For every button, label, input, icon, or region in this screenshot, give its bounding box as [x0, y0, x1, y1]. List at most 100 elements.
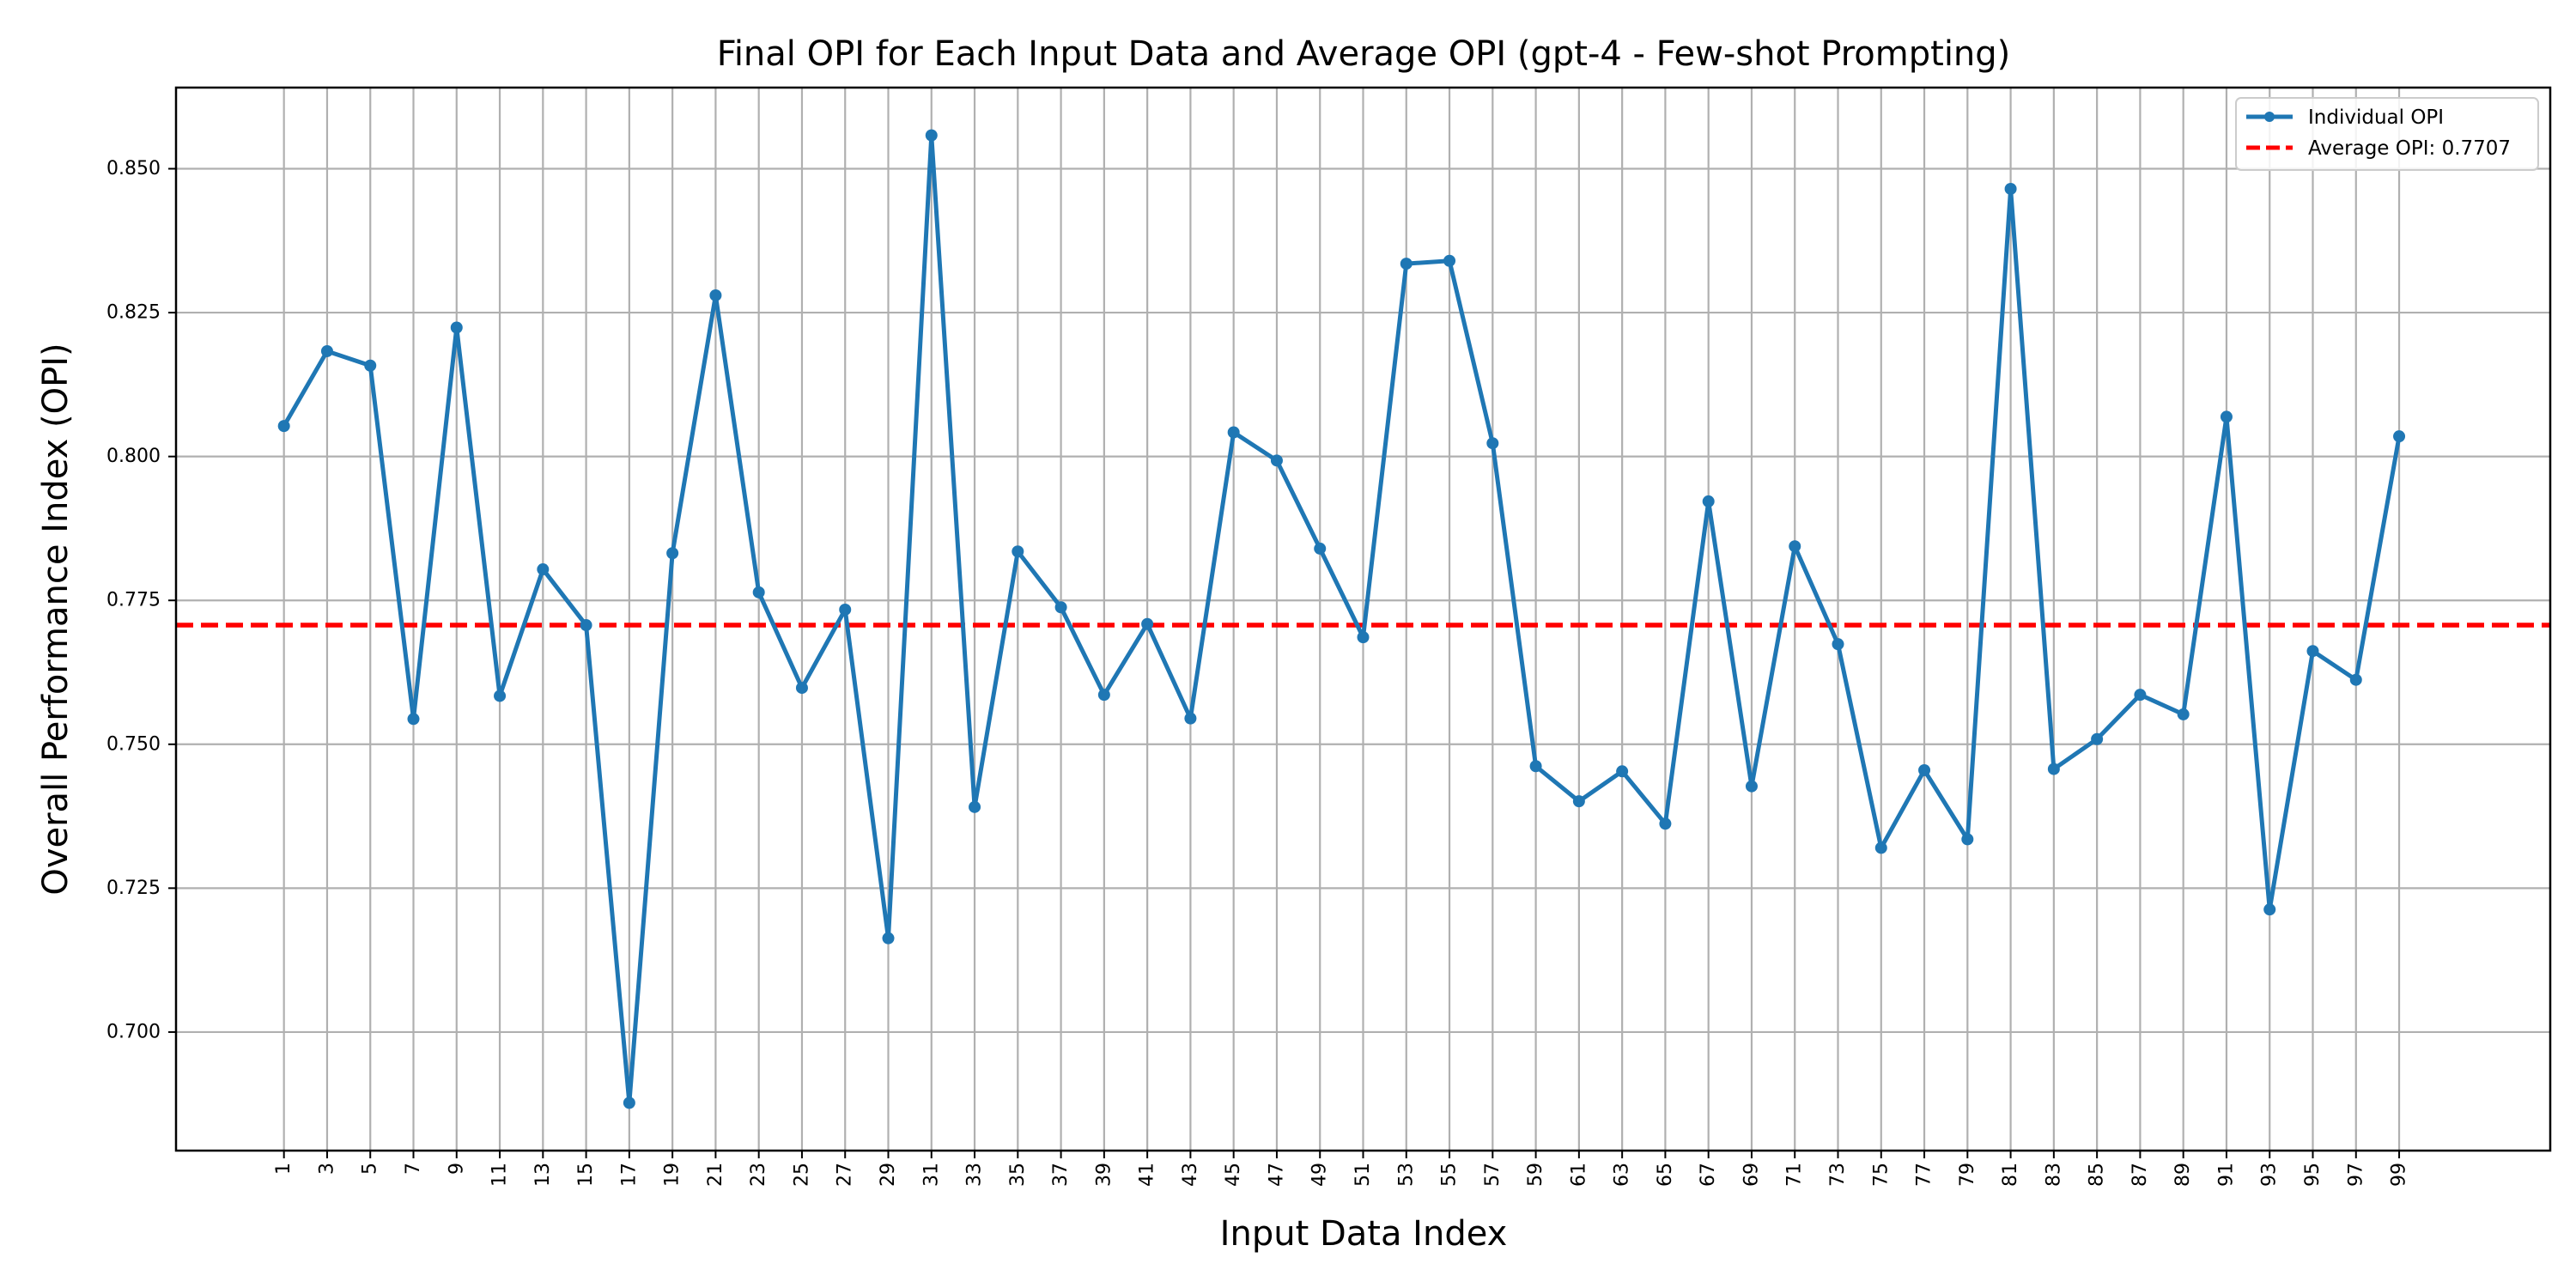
x-tick-label: 69: [1741, 1163, 1762, 1187]
data-point: [1357, 631, 1370, 644]
x-tick-label: 75: [1870, 1163, 1892, 1187]
data-point: [1227, 426, 1240, 439]
series-individual-opi: [277, 129, 2406, 1109]
x-tick-label: 61: [1568, 1163, 1589, 1187]
legend-label-individual-opi: Individual OPI: [2308, 106, 2444, 129]
y-tick-label: 0.775: [106, 590, 161, 611]
x-tick-label: 11: [489, 1163, 511, 1187]
data-point: [1745, 780, 1758, 793]
x-tick-label: 57: [1482, 1163, 1504, 1187]
series-line-individual-opi: [282, 133, 2402, 1105]
y-tick-label: 0.700: [106, 1021, 161, 1042]
data-point: [2220, 410, 2233, 423]
y-tick-label: 0.725: [106, 878, 161, 899]
data-point: [580, 619, 592, 632]
data-point: [320, 344, 333, 357]
x-tick-label: 59: [1525, 1163, 1546, 1187]
x-tick-label: 43: [1180, 1163, 1201, 1187]
x-tick-label: 47: [1266, 1163, 1287, 1187]
x-tick-label: 85: [2087, 1163, 2108, 1187]
y-tick-label: 0.825: [106, 302, 161, 324]
data-point: [2306, 645, 2319, 658]
x-tick-label: 79: [1957, 1163, 1978, 1187]
x-tick-label: 13: [532, 1163, 554, 1187]
data-point: [709, 289, 722, 301]
data-point: [1789, 540, 1801, 553]
x-tick-label: 5: [360, 1163, 381, 1175]
x-tick-label: 25: [791, 1163, 812, 1187]
x-tick-label: 63: [1612, 1163, 1633, 1187]
data-point: [1270, 454, 1283, 467]
data-point: [1961, 833, 1974, 846]
data-point: [1918, 763, 1931, 776]
y-axis-ticks: 0.700 0.725 0.750 0.775 0.800 0.825 0.850: [106, 158, 176, 1042]
data-point: [1400, 258, 1413, 270]
data-point: [1054, 601, 1067, 614]
y-tick-label: 0.850: [106, 158, 161, 179]
data-point: [1443, 254, 1456, 267]
data-point: [2349, 673, 2362, 686]
x-axis-label: Input Data Index: [1220, 1214, 1508, 1254]
data-point: [1314, 542, 1327, 555]
data-point: [795, 682, 808, 695]
data-point: [2134, 689, 2147, 702]
data-point: [2177, 708, 2190, 720]
x-tick-label: 41: [1137, 1163, 1158, 1187]
x-tick-label: 77: [1914, 1163, 1935, 1187]
data-point: [494, 690, 507, 702]
x-tick-label: 9: [446, 1163, 467, 1175]
x-tick-label: 95: [2302, 1163, 2324, 1187]
grid-lines: [176, 88, 2550, 1151]
data-point: [1616, 765, 1629, 778]
y-tick-label: 0.800: [106, 446, 161, 467]
x-tick-label: 17: [618, 1163, 640, 1187]
x-tick-label: 27: [835, 1163, 856, 1187]
data-point: [1097, 689, 1110, 702]
x-tick-label: 51: [1352, 1163, 1374, 1187]
legend: Individual OPI Average OPI: 0.7707: [2235, 97, 2539, 171]
y-tick-label: 0.750: [106, 733, 161, 755]
data-point: [1184, 712, 1197, 725]
data-point: [407, 713, 420, 726]
x-tick-label: 33: [964, 1163, 986, 1187]
x-tick-label: 93: [2259, 1163, 2281, 1187]
x-tick-label: 53: [1395, 1163, 1417, 1187]
x-tick-label: 87: [2129, 1163, 2151, 1187]
data-point: [1486, 437, 1499, 450]
x-tick-label: 23: [748, 1163, 769, 1187]
data-point: [1012, 545, 1024, 558]
x-tick-label: 91: [2215, 1163, 2237, 1187]
x-tick-label: 49: [1309, 1163, 1331, 1187]
x-tick-label: 37: [1050, 1163, 1072, 1187]
x-tick-label: 1: [273, 1163, 295, 1175]
legend-marker-individual-opi: [2264, 112, 2275, 122]
data-point: [2004, 182, 2017, 195]
x-tick-label: 71: [1784, 1163, 1806, 1187]
data-point: [925, 129, 938, 142]
data-point: [666, 547, 679, 560]
data-point: [1529, 760, 1542, 773]
x-tick-label: 35: [1007, 1163, 1029, 1187]
data-point: [1141, 617, 1154, 630]
data-point: [2393, 430, 2406, 443]
x-tick-label: 83: [2043, 1163, 2064, 1187]
x-tick-label: 89: [2172, 1163, 2194, 1187]
data-point: [882, 932, 895, 945]
data-point: [752, 586, 765, 598]
data-point: [1572, 795, 1585, 808]
data-point: [277, 420, 290, 433]
data-point: [839, 603, 852, 616]
x-tick-label: 97: [2345, 1163, 2366, 1187]
data-point: [1659, 817, 1672, 830]
data-point: [450, 321, 463, 334]
data-point: [537, 563, 550, 576]
x-tick-label: 99: [2389, 1163, 2410, 1187]
data-point: [2263, 903, 2276, 916]
x-tick-label: 39: [1093, 1163, 1115, 1187]
x-tick-label: 29: [878, 1163, 899, 1187]
data-point: [364, 359, 377, 372]
data-point: [969, 800, 981, 813]
data-point: [1874, 841, 1887, 854]
data-point: [2091, 732, 2104, 745]
